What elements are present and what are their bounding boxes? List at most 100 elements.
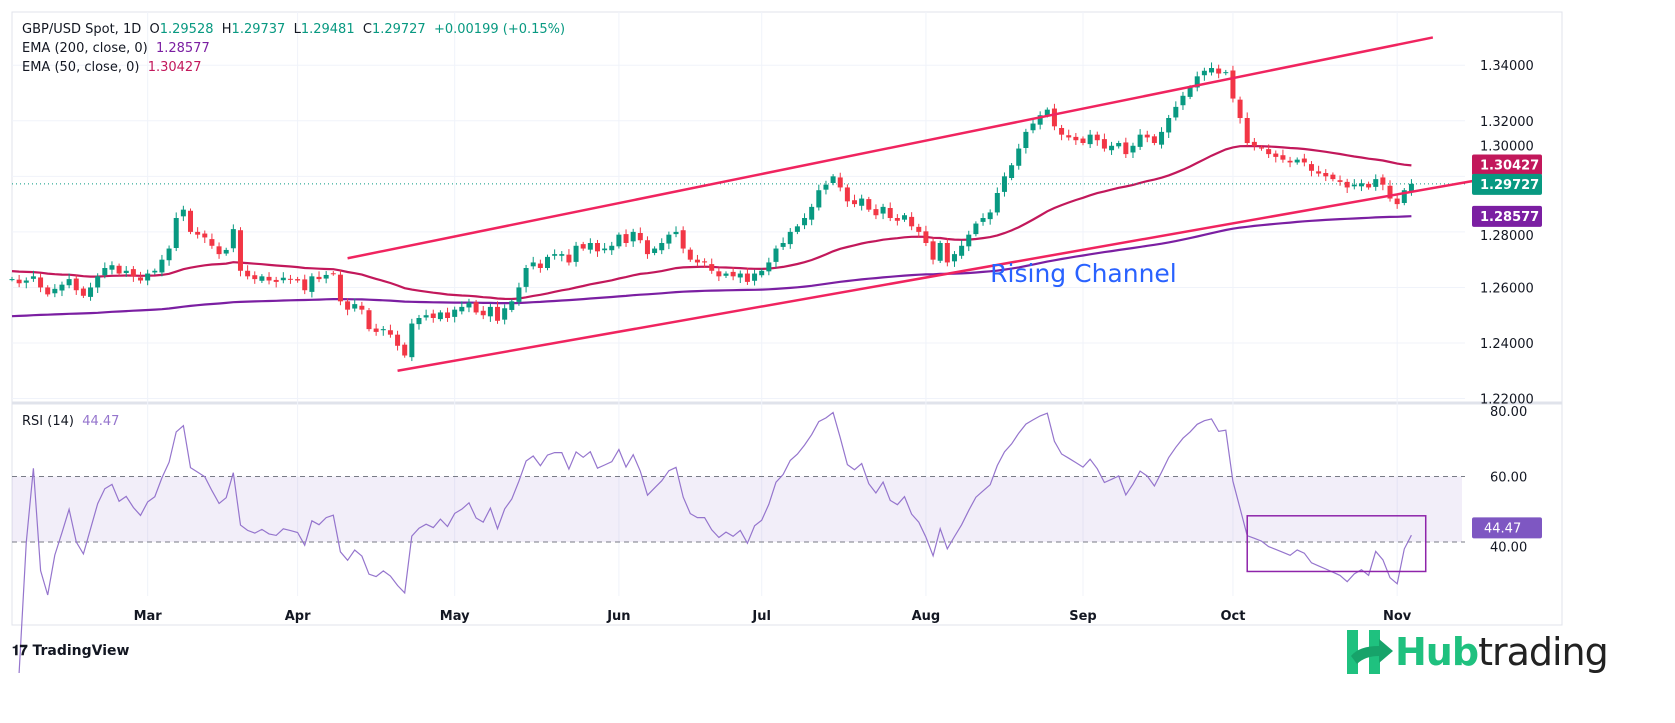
candle-down [1101, 139, 1107, 149]
candle-down [1394, 198, 1400, 205]
candle-up [1173, 106, 1179, 118]
candle-down [395, 334, 401, 346]
candle-up [59, 284, 65, 291]
candle-up [959, 245, 965, 256]
channel-lower-line [397, 179, 1476, 373]
candle-down [373, 328, 379, 332]
symbol-title: GBP/USD Spot, 1D [22, 22, 142, 37]
candle-down [116, 265, 122, 274]
candle-up [145, 273, 151, 281]
candle-down [1073, 136, 1079, 141]
ema50-legend[interactable]: EMA (50, close, 0) 1.30427 [22, 60, 201, 75]
candle-up [380, 329, 386, 331]
hubtrading-text-hub: Hub [1395, 630, 1479, 674]
candle-down [1301, 158, 1307, 163]
candle-down [209, 239, 215, 246]
ema50-label: EMA (50, close, 0) [22, 60, 140, 75]
rsi-tick-label: 80.00 [1490, 405, 1527, 420]
candle-up [630, 231, 636, 242]
candle-up [66, 279, 72, 286]
candle-up [309, 276, 315, 292]
candle-up [180, 209, 186, 217]
candle-down [1337, 180, 1343, 182]
candle-up [109, 265, 115, 270]
candle-up [223, 249, 229, 254]
candle-up [1187, 87, 1193, 97]
rsi-legend[interactable]: RSI (14) 44.47 [22, 414, 119, 429]
candle-up [552, 254, 558, 256]
candle-down [716, 271, 722, 277]
time-tick-label: Sep [1069, 609, 1097, 624]
candle-down [1323, 173, 1329, 177]
candle-up [830, 176, 836, 183]
candle-up [1194, 76, 1200, 88]
candle-up [652, 248, 658, 253]
candle-down [680, 230, 686, 249]
candle-down [237, 230, 243, 271]
candle-down [1123, 142, 1129, 155]
change-value: +0.00199 (+0.15%) [433, 22, 566, 37]
candle-down [345, 301, 351, 310]
candle-down [337, 274, 343, 302]
candle-down [873, 209, 879, 216]
candle-down [302, 279, 308, 291]
candle-up [752, 273, 758, 281]
candle-down [287, 278, 293, 280]
candle-up [352, 304, 358, 309]
candle-down [930, 241, 936, 260]
candle-down [245, 270, 251, 277]
candle-down [216, 246, 222, 255]
candle-up [9, 279, 15, 281]
hubtrading-icon [1347, 630, 1393, 674]
tradingview-logo[interactable]: 𝟏𝟕 TradingView [12, 643, 129, 659]
price-tick-label: 1.22000 [1480, 393, 1534, 408]
candle-down [330, 273, 336, 275]
candle-up [666, 234, 672, 244]
candle-up [1223, 72, 1229, 74]
candle-up [52, 288, 58, 294]
candle-down [1266, 149, 1272, 155]
candle-down [273, 279, 279, 282]
rsi-line [18, 411, 1412, 674]
candle-up [973, 223, 979, 235]
candle-up [1201, 70, 1207, 76]
rsi-band [12, 476, 1462, 542]
symbol-legend: GBP/USD Spot, 1D O1.29528 H1.29737 L1.29… [22, 22, 565, 37]
close-label: C [362, 22, 372, 37]
candle-up [616, 234, 622, 247]
ema200-legend[interactable]: EMA (200, close, 0) 1.28577 [22, 41, 210, 56]
candle-up [1130, 145, 1136, 153]
price-tag-label: 1.28577 [1480, 210, 1539, 225]
candle-up [516, 287, 522, 302]
candle-up [794, 226, 800, 232]
candle-down [16, 279, 22, 284]
price-tag-last [1472, 173, 1542, 195]
candle-down [1237, 99, 1243, 118]
low-value: 1.29481 [300, 22, 355, 37]
time-tick-label: Jul [751, 609, 771, 624]
candle-up [1044, 109, 1050, 116]
candle-up [587, 243, 593, 250]
candle-down [694, 259, 700, 263]
candle-up [1009, 165, 1015, 178]
candle-down [944, 243, 950, 263]
candle-down [188, 210, 193, 232]
candle-up [1001, 176, 1007, 192]
candle-up [659, 243, 665, 251]
candle-down [202, 233, 208, 238]
candle-up [1401, 190, 1407, 203]
candle-up [509, 301, 515, 310]
candle-down [1273, 153, 1279, 157]
candle-up [951, 254, 957, 262]
candle-up [602, 248, 608, 251]
candle-down [480, 310, 486, 316]
candle-down [1094, 134, 1100, 141]
time-tick-label: Jun [606, 609, 630, 624]
candle-down [1387, 185, 1393, 199]
candle-down [1251, 141, 1257, 146]
candle-up [816, 190, 822, 208]
rsi-label: RSI (14) [22, 414, 74, 429]
candle-down [295, 279, 301, 281]
candle-up [723, 273, 729, 276]
